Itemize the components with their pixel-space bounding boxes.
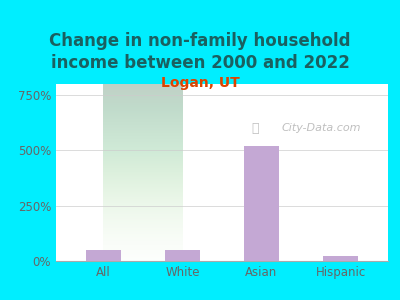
Bar [323, 256, 358, 261]
Text: Ⓞ: Ⓞ [252, 122, 259, 135]
Text: Logan, UT: Logan, UT [161, 76, 239, 91]
Bar [86, 250, 121, 261]
Bar [165, 250, 200, 261]
Text: Change in non-family household
income between 2000 and 2022: Change in non-family household income be… [49, 32, 351, 72]
Text: City-Data.com: City-Data.com [282, 123, 361, 133]
Bar [244, 146, 279, 261]
